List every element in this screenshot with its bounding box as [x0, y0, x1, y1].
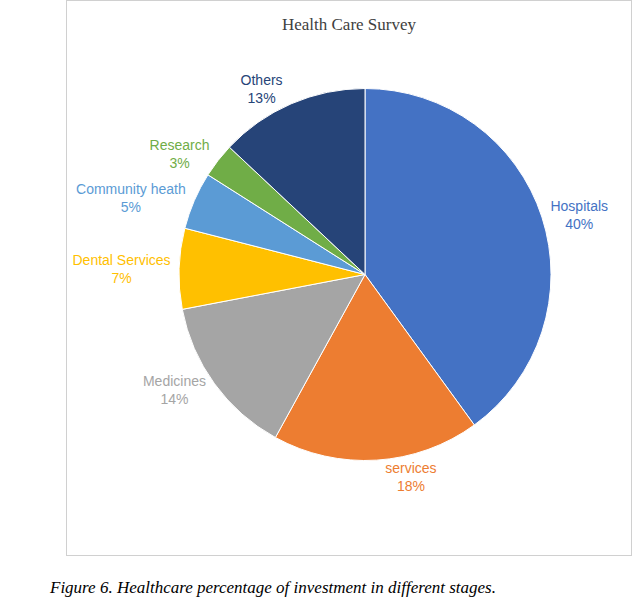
svg-text:Hospitals40%: Hospitals40%	[550, 198, 608, 232]
html-text:Figure 6. Healthcare percentag: Figure 6. Healthcare percentage of inves…	[50, 578, 496, 597]
svg-text:Health Care Survey: Health Care Survey	[282, 15, 417, 34]
svg-text:Research3%: Research3%	[150, 137, 210, 171]
svg-text:Medicines14%: Medicines14%	[143, 373, 206, 407]
svg-text:Dental Services7%: Dental Services7%	[72, 252, 170, 286]
svg-text:services18%: services18%	[385, 460, 436, 494]
svg-text:Community heath5%: Community heath5%	[76, 181, 186, 215]
svg-text:Others13%: Others13%	[241, 72, 283, 106]
